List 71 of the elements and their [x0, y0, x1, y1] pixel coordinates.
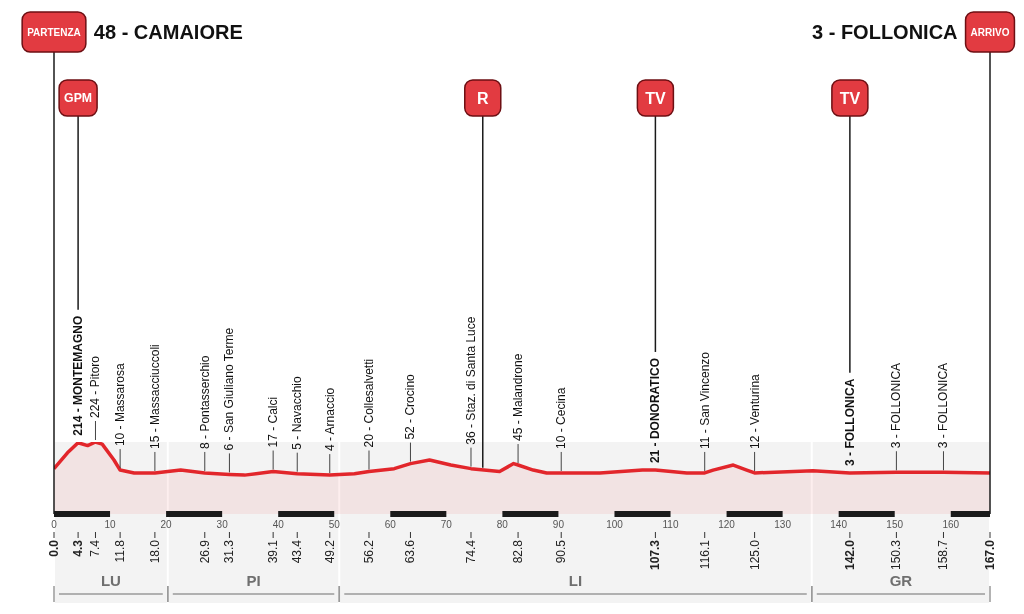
annotation: 224 - Pitoro	[88, 355, 103, 418]
band-label: LU	[100, 572, 121, 589]
annotation: 3 - FOLLONICA	[936, 362, 951, 449]
x2-tick-label: 39.1	[266, 539, 281, 564]
x2-tick-label: 63.6	[403, 539, 418, 564]
annotation: 45 - Malandrone	[511, 353, 526, 442]
x2-tick-label: 158.7	[936, 539, 951, 571]
annotation: 15 - Massacciuccoli	[147, 344, 162, 449]
ref-line-label: ARRIVO	[970, 26, 1010, 38]
x2-tick-label: 31.3	[222, 539, 237, 564]
annotation: 3 - FOLLONICA	[842, 378, 857, 466]
x-tick-label: 130	[774, 519, 792, 531]
x2-tick-label: 43.4	[290, 539, 305, 564]
x-tick-label: 50	[328, 519, 341, 531]
annotation: 17 - Calci	[266, 396, 281, 448]
ref-line-label: TV	[645, 89, 666, 107]
annotation: 10 - Massarosa	[113, 363, 128, 447]
annotation: 52 - Crocino	[403, 373, 418, 440]
x-tick-label: 60	[384, 519, 397, 531]
x2-tick-label: 107.3	[648, 539, 663, 571]
x-tick-label: 140	[830, 519, 848, 531]
x-tick-label: 100	[606, 519, 624, 531]
x2-tick-label: 74.4	[464, 539, 478, 564]
x2-tick-label: 90.5	[554, 539, 569, 564]
x-tick-label: 40	[272, 519, 285, 531]
text: 48 - CAMAIORE	[93, 21, 243, 43]
x2-tick-label: 150.3	[889, 539, 904, 571]
x2-tick-label: 49.2	[322, 539, 337, 564]
x-tick-label: 10	[104, 519, 117, 531]
x-tick-label: 160	[942, 519, 960, 531]
x2-tick-label: 125.0	[747, 539, 762, 571]
ref-line-label: PARTENZA	[27, 26, 81, 38]
band-label: PI	[246, 572, 261, 589]
x-tick-label: 110	[662, 519, 679, 531]
x-tick-label: 150	[886, 519, 904, 531]
annotation: 12 - Venturina	[747, 373, 762, 449]
x-tick-label: 30	[216, 519, 229, 531]
annotation: 36 - Staz. di Santa Luce	[464, 316, 478, 445]
x2-tick-label: 18.0	[147, 539, 162, 564]
ref-line-label: GPM	[64, 91, 93, 105]
annotation: 214 - MONTEMAGNO	[71, 315, 86, 436]
annotation: 8 - Pontasserchio	[197, 355, 212, 449]
annotation: 3 - FOLLONICA	[889, 362, 904, 449]
annotation: 11 - San Vincenzo	[697, 351, 712, 449]
x-tick-label: 80	[496, 519, 509, 531]
annotation: 21 - DONORATICO	[648, 357, 663, 464]
x2-tick-label: 26.9	[197, 539, 212, 564]
ref-line-label: TV	[839, 89, 861, 107]
x-tick-label: 120	[718, 519, 736, 531]
band-label: GR	[889, 572, 913, 589]
ref-line-label: R	[476, 89, 489, 107]
x2-tick-label: 0.0	[47, 539, 61, 557]
x2-tick-label: 4.3	[71, 539, 86, 557]
annotation: 20 - Collesalvetti	[361, 358, 376, 448]
annotation: 6 - San Giuliano Terme	[222, 327, 237, 451]
x-tick-label: 20	[160, 519, 173, 531]
annotation: 5 - Navacchio	[290, 375, 305, 450]
x2-tick-label: 116.1	[697, 539, 712, 570]
band-label: LI	[568, 572, 583, 589]
x2-tick-label: 167.0	[983, 539, 997, 571]
annotation: 10 - Cecina	[554, 387, 569, 449]
text: 3 - FOLLONICA	[812, 21, 958, 43]
x-tick-label: 0	[51, 519, 58, 531]
x2-tick-label: 56.2	[361, 539, 376, 564]
x-tick-label: 90	[552, 519, 565, 531]
x2-tick-label: 7.4	[88, 539, 103, 557]
annotation: 4 - Arnaccio	[322, 387, 337, 452]
x2-tick-label: 142.0	[842, 539, 857, 571]
x2-tick-label: 11.8	[113, 539, 128, 563]
x2-tick-label: 82.8	[511, 539, 526, 564]
x-tick-label: 70	[440, 519, 453, 531]
